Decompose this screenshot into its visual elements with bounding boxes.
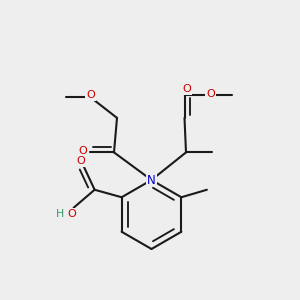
Text: methyl: methyl xyxy=(216,138,264,152)
Text: O: O xyxy=(86,90,95,100)
Text: O: O xyxy=(182,84,191,94)
Text: H: H xyxy=(56,209,64,219)
Text: N: N xyxy=(147,173,156,187)
Text: O: O xyxy=(77,156,85,166)
Text: O: O xyxy=(68,209,76,219)
Text: methyl: methyl xyxy=(210,177,258,191)
Text: O: O xyxy=(206,89,215,99)
Text: O: O xyxy=(78,146,87,156)
